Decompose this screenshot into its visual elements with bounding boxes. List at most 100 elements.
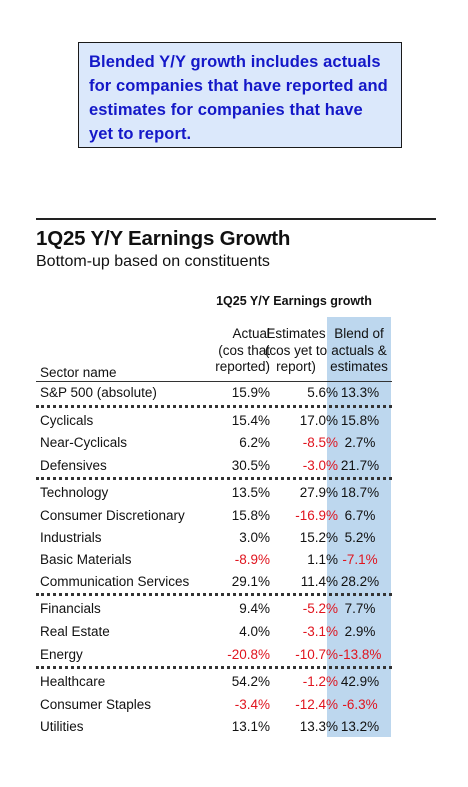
sector-name-cell: Cyclicals bbox=[40, 413, 94, 428]
table-row: Consumer Discretionary 15.8% -16.9% 6.7% bbox=[40, 508, 392, 528]
header-blend-line-2: actuals & bbox=[331, 342, 387, 358]
callout-line-4: yet to report. bbox=[89, 125, 192, 143]
header-estimates-line-1: Estimates bbox=[266, 326, 326, 341]
sector-name-cell: Real Estate bbox=[40, 624, 110, 639]
group-separator bbox=[36, 593, 392, 596]
blend-cell: -7.1% bbox=[342, 552, 378, 567]
sector-name-cell: Utilities bbox=[40, 719, 84, 734]
table-row: Industrials 3.0% 15.2% 5.2% bbox=[40, 530, 392, 550]
page-subtitle: Bottom-up based on constituents bbox=[36, 253, 270, 270]
sector-name-cell: Energy bbox=[40, 647, 83, 662]
estimates-cell: 5.6% bbox=[307, 385, 338, 400]
blend-cell: 2.9% bbox=[344, 624, 376, 639]
group-separator bbox=[36, 405, 392, 408]
estimates-cell: -8.5% bbox=[302, 435, 338, 450]
estimates-cell: 1.1% bbox=[307, 552, 338, 567]
estimates-cell: 11.4% bbox=[300, 574, 338, 589]
estimates-cell: -16.9% bbox=[295, 508, 338, 523]
header-estimates-line-2: (cos yet to bbox=[264, 342, 328, 358]
actual-cell: 30.5% bbox=[231, 458, 270, 473]
group-separator bbox=[36, 666, 392, 669]
callout-line-3: estimates for companies that have bbox=[89, 101, 363, 119]
blend-cell: 5.2% bbox=[344, 530, 376, 545]
estimates-cell: -3.0% bbox=[302, 458, 338, 473]
table-row: Healthcare 54.2% -1.2% 42.9% bbox=[40, 674, 392, 694]
blend-cell: 21.7% bbox=[340, 458, 380, 473]
actual-cell: 13.5% bbox=[231, 485, 270, 500]
estimates-cell: -10.7% bbox=[295, 647, 338, 662]
estimates-cell: -12.4% bbox=[295, 697, 338, 712]
header-blend: Blend of actuals & estimates bbox=[327, 326, 391, 376]
actual-cell: 6.2% bbox=[239, 435, 270, 450]
table-row: Technology 13.5% 27.9% 18.7% bbox=[40, 485, 392, 505]
header-estimates: Estimates (cos yet to report) bbox=[262, 326, 330, 376]
actual-cell: 15.8% bbox=[231, 508, 270, 523]
actual-cell: 9.4% bbox=[239, 601, 270, 616]
header-blend-line-3: estimates bbox=[330, 359, 388, 374]
blend-cell: -6.3% bbox=[342, 697, 378, 712]
blend-cell: 6.7% bbox=[344, 508, 376, 523]
header-blend-line-1: Blend of bbox=[334, 326, 384, 341]
callout-line-2: for companies that have reported and bbox=[89, 77, 388, 95]
estimates-cell: -3.1% bbox=[302, 624, 338, 639]
blend-cell: 2.7% bbox=[344, 435, 376, 450]
callout-box: Blended Y/Y growth includes actuals for … bbox=[78, 42, 402, 148]
blend-cell: 18.7% bbox=[340, 485, 380, 500]
estimates-cell: 15.2% bbox=[299, 530, 338, 545]
sector-name-cell: Consumer Staples bbox=[40, 697, 152, 712]
actual-cell: 29.1% bbox=[231, 574, 270, 589]
blend-cell: 13.2% bbox=[340, 719, 380, 734]
callout-line-1: Blended Y/Y growth includes actuals bbox=[89, 53, 381, 71]
sector-name-cell: Industrials bbox=[40, 530, 102, 545]
header-actual-line-3: reported) bbox=[215, 359, 270, 374]
actual-cell: -3.4% bbox=[234, 697, 270, 712]
sector-name-cell: Near-Cyclicals bbox=[40, 435, 128, 450]
group-separator bbox=[36, 477, 392, 480]
blend-cell: -13.8% bbox=[338, 647, 382, 662]
actual-cell: -8.9% bbox=[234, 552, 270, 567]
sector-name-cell: Financials bbox=[40, 601, 101, 616]
table-row: Utilities 13.1% 13.3% 13.2% bbox=[40, 719, 392, 739]
header-divider bbox=[36, 381, 392, 382]
header-sector: Sector name bbox=[40, 365, 117, 380]
table-group-title: 1Q25 Y/Y Earnings growth bbox=[216, 294, 372, 308]
sector-name-cell: Technology bbox=[40, 485, 109, 500]
page-title: 1Q25 Y/Y Earnings Growth bbox=[36, 227, 291, 250]
table-row: Basic Materials -8.9% 1.1% -7.1% bbox=[40, 552, 392, 572]
blend-cell: 7.7% bbox=[344, 601, 376, 616]
title-rule bbox=[36, 218, 436, 220]
estimates-cell: -5.2% bbox=[302, 601, 338, 616]
blend-cell: 42.9% bbox=[340, 674, 380, 689]
sector-name-cell: Basic Materials bbox=[40, 552, 132, 567]
sector-name-cell: Consumer Discretionary bbox=[40, 508, 185, 523]
estimates-cell: -1.2% bbox=[302, 674, 338, 689]
table-row: Cyclicals 15.4% 17.0% 15.8% bbox=[40, 413, 392, 433]
blend-cell: 15.8% bbox=[340, 413, 380, 428]
actual-cell: 4.0% bbox=[239, 624, 270, 639]
table-row: Real Estate 4.0% -3.1% 2.9% bbox=[40, 624, 392, 644]
estimates-cell: 27.9% bbox=[299, 485, 338, 500]
table-row: Consumer Staples -3.4% -12.4% -6.3% bbox=[40, 697, 392, 717]
actual-cell: -20.8% bbox=[227, 647, 270, 662]
sector-name-cell: Communication Services bbox=[40, 574, 190, 589]
header-actual-line-2: (cos that bbox=[218, 342, 270, 358]
actual-cell: 13.1% bbox=[231, 719, 270, 734]
table-row: Financials 9.4% -5.2% 7.7% bbox=[40, 601, 392, 621]
table-row: Energy -20.8% -10.7% -13.8% bbox=[40, 647, 392, 667]
table-row: S&P 500 (absolute) 15.9% 5.6% 13.3% bbox=[40, 385, 392, 405]
actual-cell: 3.0% bbox=[239, 530, 270, 545]
sector-name-cell: S&P 500 (absolute) bbox=[40, 385, 157, 400]
table-row: Defensives 30.5% -3.0% 21.7% bbox=[40, 458, 392, 478]
actual-cell: 15.9% bbox=[231, 385, 270, 400]
sector-name-cell: Defensives bbox=[40, 458, 107, 473]
header-actual: Actual (cos that reported) bbox=[186, 326, 270, 376]
estimates-cell: 17.0% bbox=[299, 413, 338, 428]
header-estimates-line-3: report) bbox=[276, 359, 316, 374]
actual-cell: 15.4% bbox=[231, 413, 270, 428]
estimates-cell: 13.3% bbox=[299, 719, 338, 734]
header-actual-line-1: Actual bbox=[232, 326, 270, 341]
blend-cell: 28.2% bbox=[340, 574, 380, 589]
table-row: Communication Services 29.1% 11.4% 28.2% bbox=[40, 574, 392, 594]
table-row: Near-Cyclicals 6.2% -8.5% 2.7% bbox=[40, 435, 392, 455]
blend-cell: 13.3% bbox=[340, 385, 380, 400]
